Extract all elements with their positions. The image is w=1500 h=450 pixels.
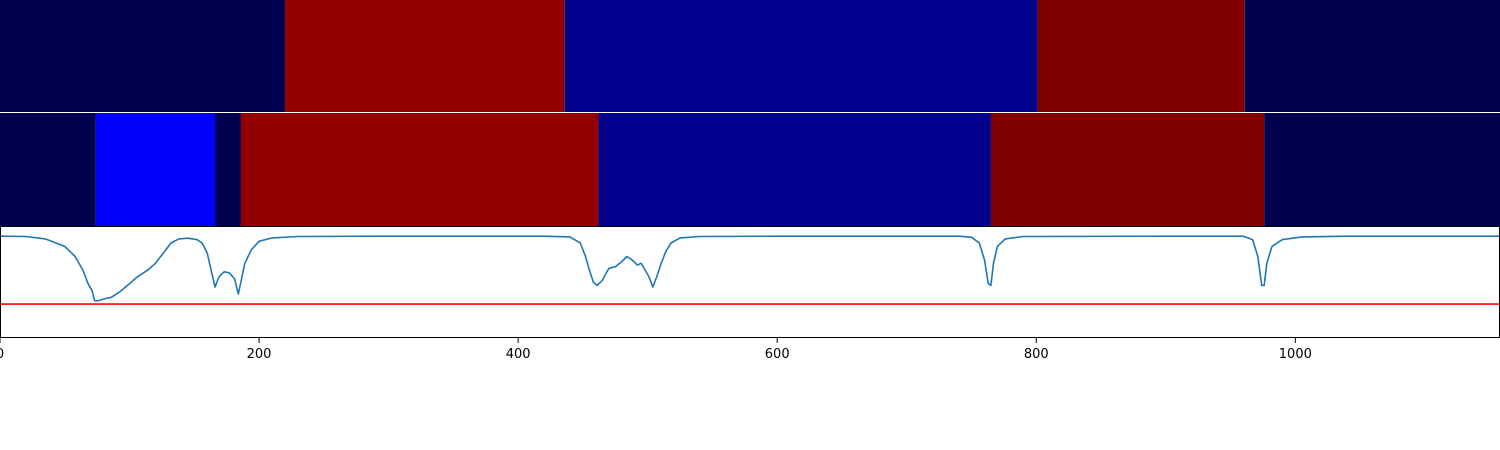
heatmap-segment-1-3 (564, 0, 1038, 112)
heatmap-segment-2-6 (990, 113, 1265, 226)
heatmap-segment-2-7 (1264, 113, 1500, 226)
heatmap-band-top (0, 0, 1500, 112)
heatmap-segment-2-1 (0, 113, 96, 226)
x-axis: 0 200 400 600 800 1000 (0, 338, 1312, 362)
x-tick-label: 600 (765, 347, 790, 362)
heatmap-segment-2-5 (598, 113, 991, 226)
heatmap-segment-1-2 (284, 0, 565, 112)
line-panel (0, 226, 1500, 338)
x-tick-label: 200 (247, 347, 272, 362)
x-tick-label: 0 (0, 347, 4, 362)
line-series-1 (0, 235, 1500, 302)
heatmap-segment-1-5 (1244, 0, 1500, 112)
x-tick-label: 1000 (1279, 347, 1312, 362)
heatmap-segment-2-2 (95, 113, 216, 226)
line-series-group (0, 235, 1500, 305)
x-tick-label: 400 (506, 347, 531, 362)
heatmap-segment-1-1 (0, 0, 285, 112)
heatmap-band-middle (0, 113, 1500, 226)
x-tick-label: 800 (1024, 347, 1049, 362)
heatmap-segment-1-4 (1037, 0, 1245, 112)
heatmap-segment-2-3 (215, 113, 241, 226)
heatmap-segment-2-4 (240, 113, 599, 226)
line-panel-frame (0, 226, 1500, 338)
